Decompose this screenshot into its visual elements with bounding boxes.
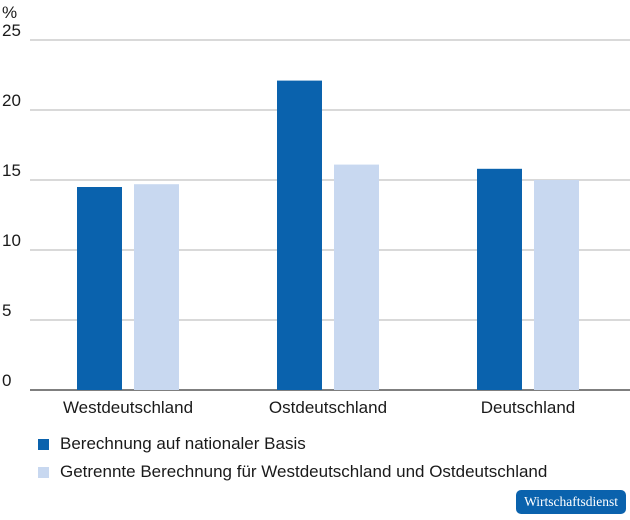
y-tick-label: 25 <box>2 21 21 40</box>
y-tick-label: 20 <box>2 91 21 110</box>
legend-label: Berechnung auf nationaler Basis <box>60 434 306 453</box>
bar-ostdeutschland-series-2 <box>334 164 379 390</box>
x-category-label: Ostdeutschland <box>269 398 387 417</box>
bar-chart: 0 5 10 15 20 25 Westdeutschland Ostdeutschland… <box>2 3 630 417</box>
y-tick-label: 15 <box>2 161 21 180</box>
legend-item-getrennte-berechnung: Getrennte Berechnung für Westdeutschland… <box>38 458 547 486</box>
bar-westdeutschland-series-2 <box>134 184 179 390</box>
legend-swatch-dark-blue <box>38 438 49 450</box>
x-category-label: Deutschland <box>481 398 576 417</box>
y-tick-labels: 0 5 10 15 20 25 <box>2 21 21 390</box>
y-tick-label: 5 <box>2 301 11 320</box>
bar-westdeutschland-series-1 <box>77 187 122 390</box>
bars <box>77 80 579 390</box>
y-tick-label: 10 <box>2 231 21 250</box>
legend-item-nationale-basis: Berechnung auf nationaler Basis <box>38 430 547 458</box>
x-category-label: Westdeutschland <box>63 398 193 417</box>
source-badge: Wirtschaftsdienst <box>516 490 626 514</box>
bar-ostdeutschland-series-1 <box>277 80 322 390</box>
gridlines <box>30 39 630 391</box>
legend: Berechnung auf nationaler Basis Getrennt… <box>38 430 547 486</box>
legend-swatch-light-blue <box>38 466 49 478</box>
x-category-labels: Westdeutschland Ostdeutschland Deutschland <box>63 398 575 417</box>
legend-label: Getrennte Berechnung für Westdeutschland… <box>60 462 548 481</box>
y-unit-label: % <box>2 3 17 22</box>
bar-deutschland-series-1 <box>477 168 522 390</box>
y-tick-label: 0 <box>2 371 11 390</box>
bar-deutschland-series-2 <box>534 180 579 390</box>
